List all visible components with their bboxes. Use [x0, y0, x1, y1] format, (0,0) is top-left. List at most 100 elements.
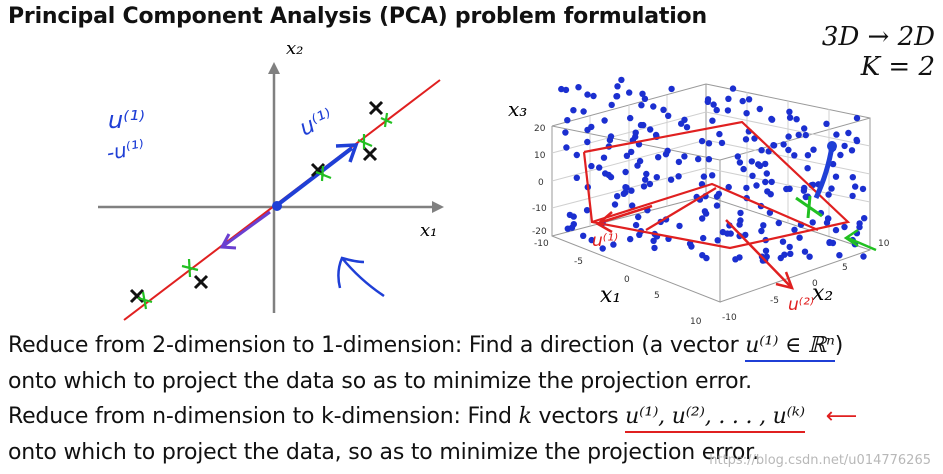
cloud-point [732, 256, 739, 263]
cloud-point [785, 133, 792, 140]
cloud-point [573, 174, 580, 181]
u1-3d-label: u⁽¹⁾ [592, 231, 618, 251]
cloud-point [801, 125, 808, 132]
x-tick: 5 [654, 291, 660, 301]
cloud-point [802, 131, 809, 139]
projected-point [357, 134, 373, 149]
u1-handwritten-note: u⁽¹⁾ [108, 106, 145, 134]
dimension-mapping: 3D → 2D [821, 22, 935, 52]
cloud-point [832, 226, 840, 234]
cloud-point [627, 235, 634, 243]
cloud-point [705, 156, 713, 163]
u1-in-rn: u⁽¹⁾ ∈ ℝⁿ [745, 333, 835, 362]
k-variable: k [518, 404, 532, 429]
cloud-point [832, 173, 840, 180]
cloud-point [610, 241, 617, 248]
cloud-point [599, 245, 606, 252]
projected-point-3d [795, 195, 823, 219]
cloud-point [605, 171, 612, 179]
cloud-point [640, 183, 648, 190]
projected-point [380, 112, 393, 128]
cloud-point [584, 126, 591, 134]
cloud-point [791, 152, 798, 159]
projected-point [181, 258, 199, 278]
cloud-point [647, 126, 654, 133]
cloud-point [570, 213, 577, 220]
cloud-point [614, 193, 621, 200]
cloud-point [570, 107, 577, 114]
cloud-point [725, 95, 732, 103]
cloud-point [756, 105, 763, 113]
cloud-point [775, 219, 782, 227]
cloud-point [801, 184, 808, 192]
cloud-point [573, 151, 580, 159]
cloud-point [623, 152, 631, 159]
cloud-point [714, 237, 721, 244]
cloud-point [716, 130, 723, 138]
cloud-point [809, 219, 816, 226]
cloud-point [590, 92, 597, 100]
cloud-point [739, 97, 746, 105]
cloud-point [796, 234, 803, 241]
cloud-point [861, 215, 868, 222]
cloud-point [618, 76, 625, 84]
z-tick: -10 [532, 204, 547, 214]
cloud-point [841, 223, 848, 231]
data-point [362, 146, 378, 162]
original-point [827, 141, 837, 151]
plane-line [645, 187, 717, 231]
z-tick: 10 [534, 151, 546, 161]
cloud-point [760, 222, 767, 229]
cloud-point [583, 207, 591, 214]
cloud-point [766, 209, 774, 216]
x-tick: 0 [624, 275, 630, 285]
cloud-point [639, 90, 646, 98]
watermark: https://blog.csdn.net/u014776265 [709, 453, 931, 468]
cloud-point [837, 151, 844, 159]
cloud-point [802, 193, 809, 201]
cloud-point [848, 147, 856, 154]
cloud-point [849, 192, 856, 200]
cloud-point [620, 190, 627, 197]
cloud-point [628, 148, 635, 156]
x3-axis-label: x₃ [508, 97, 527, 121]
cloud-point [660, 106, 667, 114]
cloud-point [667, 176, 675, 183]
u1-vector [274, 146, 354, 208]
cloud-point [791, 226, 798, 233]
cloud-point [758, 227, 765, 235]
page-title: Principal Component Analysis (PCA) probl… [8, 4, 707, 29]
cloud-point [643, 170, 650, 178]
cloud-point [675, 173, 682, 180]
cloud-point [825, 191, 832, 198]
k-value: K = 2 [860, 52, 935, 82]
u2-3d-arrow [725, 219, 795, 290]
cloud-point [606, 136, 614, 144]
cloud-point [575, 84, 582, 91]
cloud-point [860, 253, 867, 260]
cloud-point [562, 86, 570, 94]
text-line-3-mid: vectors [531, 404, 626, 429]
cloud-point [681, 153, 688, 160]
cloud-point [678, 120, 685, 127]
cloud-point [611, 201, 619, 208]
cloud-point [756, 162, 764, 169]
cloud-point [635, 213, 642, 221]
cloud-point [653, 174, 660, 181]
cloud-point [734, 153, 741, 160]
cloud-point [596, 164, 603, 171]
cloud-point [742, 136, 750, 143]
cloud-point [700, 234, 707, 242]
x-tick: -5 [574, 257, 583, 267]
cloud-point [841, 142, 848, 150]
dimension-note: 3D → 2D K = 2 [822, 22, 935, 82]
cloud-point [826, 239, 833, 246]
cloud-point [570, 221, 577, 228]
cloud-point [828, 185, 835, 192]
neg-u1-vector-arrowhead [219, 233, 237, 250]
cloud-point [719, 228, 727, 236]
cloud-point [622, 168, 629, 176]
cloud-point [758, 147, 765, 154]
text-line-4: onto which to project the data, so as to… [8, 440, 759, 465]
cloud-point [584, 91, 591, 98]
